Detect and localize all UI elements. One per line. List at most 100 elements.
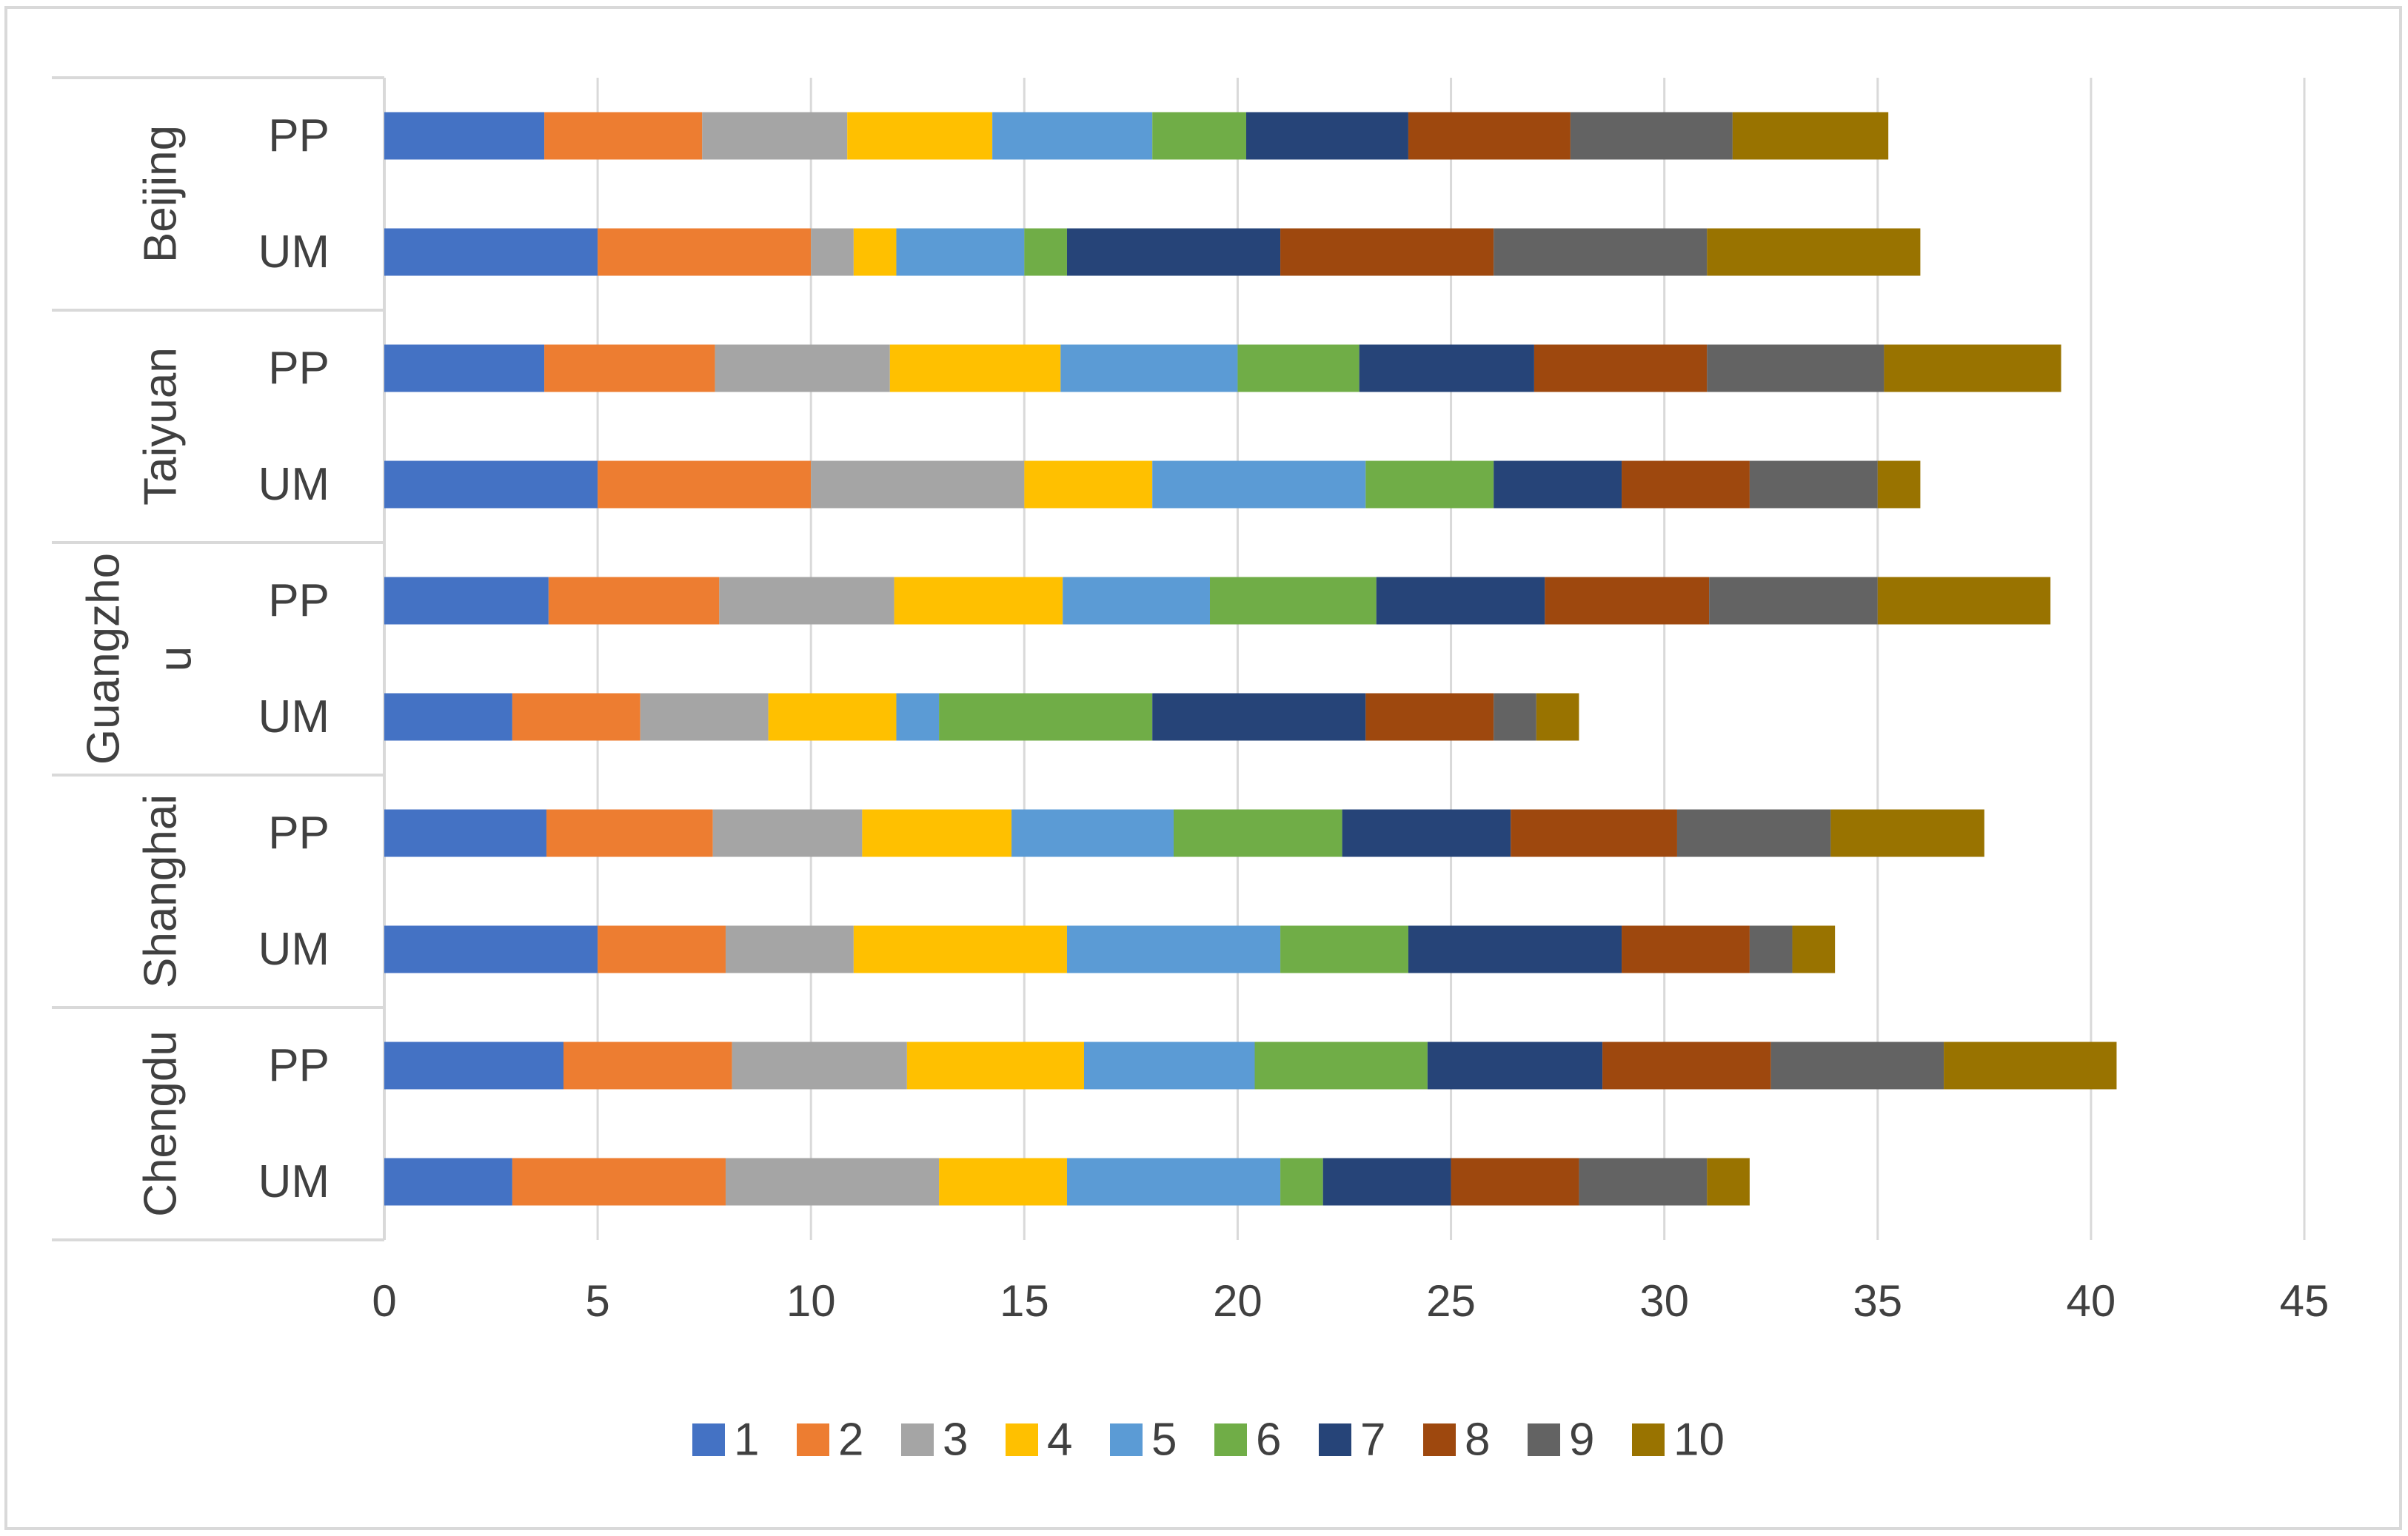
bar-segment-series-4 <box>853 925 1067 973</box>
bar-segment-series-6 <box>1237 344 1359 392</box>
legend-swatch <box>1423 1423 1456 1456</box>
bar-segment-series-5 <box>896 228 1025 276</box>
bar-segment-series-5 <box>992 112 1153 160</box>
legend-label: 3 <box>943 1415 968 1466</box>
bar-segment-series-5 <box>1152 460 1366 509</box>
bar-segment-series-4 <box>853 228 897 276</box>
bar-segment-series-5 <box>1084 1042 1255 1090</box>
bar-segment-series-4 <box>768 693 897 741</box>
x-tick-label: 45 <box>2280 1276 2330 1326</box>
legend: 1 2 3 4 5 6 7 8 9 10 <box>692 1415 1725 1466</box>
bar-segment-series-7 <box>1427 1042 1603 1090</box>
bar-segment-series-10 <box>1877 460 1921 509</box>
bar-segment-series-3 <box>725 925 854 973</box>
legend-label: 9 <box>1569 1415 1594 1466</box>
bar-segment-series-7 <box>1066 228 1281 276</box>
bar-segment-series-7 <box>1245 112 1408 160</box>
legend-swatch <box>1632 1423 1665 1456</box>
bar-segment-series-10 <box>1707 1158 1750 1206</box>
bar-segment-series-10 <box>1536 693 1579 741</box>
group-label: Taiyuan <box>136 347 187 506</box>
category-label: PP <box>268 808 330 859</box>
bar-segment-series-1 <box>384 1042 564 1090</box>
bar-segment-series-4 <box>847 112 993 160</box>
legend-label: 8 <box>1465 1415 1490 1466</box>
bar-segment-series-3 <box>811 460 1025 509</box>
legend-label: 6 <box>1256 1415 1281 1466</box>
bar-segment-series-2 <box>546 809 713 857</box>
bar-segment-series-8 <box>1622 460 1750 509</box>
bar-segment-series-4 <box>862 809 1012 857</box>
bar-segment-series-3 <box>702 112 848 160</box>
bar-segment-series-2 <box>512 1158 726 1206</box>
bar-segment-series-8 <box>1408 112 1571 160</box>
group-label: Shanghai <box>136 794 187 988</box>
legend-label: 5 <box>1151 1415 1177 1466</box>
category-label: PP <box>268 1040 330 1091</box>
bar-segment-series-1 <box>384 925 598 973</box>
bar-segment-series-10 <box>1884 344 2061 392</box>
x-tick-label: 35 <box>1853 1276 1902 1326</box>
bar-segment-series-10 <box>1707 228 1921 276</box>
legend-swatch <box>901 1423 934 1456</box>
x-tick-label: 40 <box>2067 1276 2116 1326</box>
legend-swatch <box>1006 1423 1038 1456</box>
bar-segment-series-7 <box>1408 925 1622 973</box>
bar-segment-series-9 <box>1707 344 1884 392</box>
bar-segment-series-1 <box>384 693 512 741</box>
bar-segment-series-7 <box>1152 693 1366 741</box>
category-label: UM <box>258 459 330 510</box>
bar-segment-series-5 <box>1063 577 1210 625</box>
bar-segment-series-1 <box>384 460 598 509</box>
bar-segment-series-4 <box>1024 460 1153 509</box>
bar-segment-series-2 <box>544 344 715 392</box>
bar-segment-series-3 <box>712 809 863 857</box>
x-tick-label: 10 <box>786 1276 836 1326</box>
bar-segment-series-2 <box>512 693 641 741</box>
bar-segment-series-7 <box>1494 460 1622 509</box>
bar-segment-series-2 <box>598 460 812 509</box>
bar-segment-series-1 <box>384 577 549 625</box>
bar-segment-series-8 <box>1451 1158 1579 1206</box>
bar-segment-series-7 <box>1376 577 1545 625</box>
bar-segment-series-9 <box>1570 112 1733 160</box>
bar-segment-series-10 <box>1944 1042 2117 1090</box>
bar-segment-series-8 <box>1511 809 1677 857</box>
bar-segment-series-10 <box>1877 577 2051 625</box>
bar-segment-series-6 <box>1280 1158 1323 1206</box>
legend-label: 10 <box>1673 1415 1725 1466</box>
bar-segment-series-3 <box>732 1042 907 1090</box>
category-label: UM <box>258 1156 330 1207</box>
category-label: PP <box>268 110 330 161</box>
legend-label: 1 <box>734 1415 759 1466</box>
legend-swatch <box>1214 1423 1247 1456</box>
bar-segment-series-2 <box>548 577 720 625</box>
bar-segment-series-8 <box>1622 925 1750 973</box>
bar-segment-series-6 <box>1365 460 1494 509</box>
bar-segment-series-3 <box>715 344 890 392</box>
legend-label: 7 <box>1360 1415 1385 1466</box>
bar-segment-series-8 <box>1534 344 1708 392</box>
group-label: Chengdu <box>136 1030 187 1217</box>
bar-segment-series-10 <box>1732 112 1889 160</box>
bar-segment-series-9 <box>1579 1158 1708 1206</box>
bar-segment-series-7 <box>1322 1158 1451 1206</box>
category-label: PP <box>268 343 330 394</box>
category-label: UM <box>258 691 330 742</box>
bar-segment-series-5 <box>1060 344 1238 392</box>
bar-segment-series-5 <box>1011 809 1174 857</box>
x-tick-label: 30 <box>1639 1276 1689 1326</box>
bar-segment-series-5 <box>1066 925 1281 973</box>
bar-segment-series-1 <box>384 228 598 276</box>
group-label: Beijing <box>136 125 187 263</box>
legend-label: 4 <box>1047 1415 1072 1466</box>
bar-segment-series-6 <box>1024 228 1067 276</box>
bar-segment-series-1 <box>384 809 546 857</box>
category-label: PP <box>268 575 330 626</box>
bar-segment-series-4 <box>889 344 1061 392</box>
bar-segment-series-6 <box>939 693 1153 741</box>
bar-segment-series-3 <box>811 228 854 276</box>
bar-segment-series-3 <box>719 577 894 625</box>
bar-segment-series-4 <box>939 1158 1067 1206</box>
bar-segment-series-2 <box>544 112 703 160</box>
